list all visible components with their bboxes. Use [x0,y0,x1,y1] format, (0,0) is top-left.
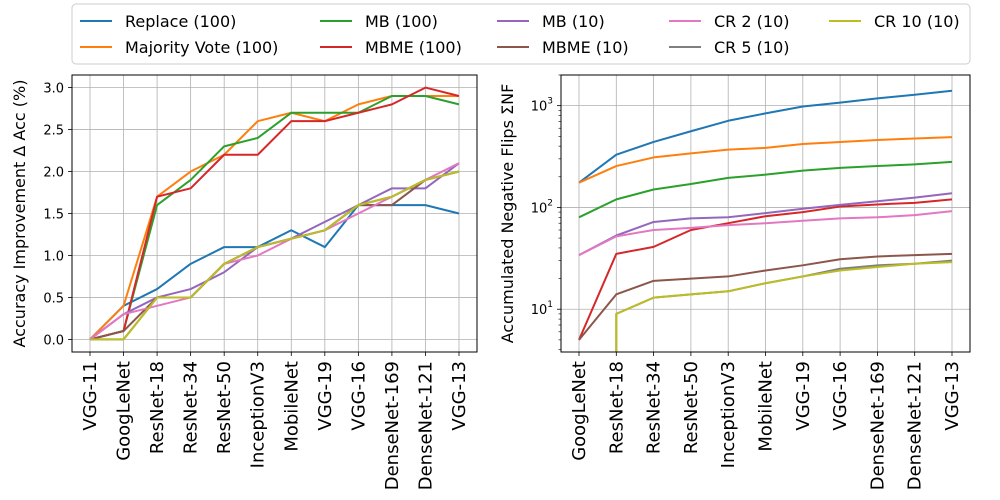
y-tick-exponent: 1 [547,300,553,310]
left-chart-accuracy: 0.0 0.5 1.0 1.5 2.0 2.5 3.0 VGG-11 GoogLeNet ResN… [10,74,478,490]
legend-label-cr-2-10: CR 2 (10) [714,12,789,31]
y-tick-base: 10 [531,100,548,115]
series-line-cr-10-10 [90,170,460,341]
series-line-mbme-10 [578,252,953,341]
y-tick-base: 10 [531,201,548,216]
series-line-mb-100 [89,94,460,341]
legend: Replace (100) Majority Vote (100) MB (100)… [71,3,971,65]
x-tick-label-vgg-19: VGG-19 [793,361,814,431]
y-tick-exponent: 3 [547,97,553,107]
legend-label-mbme-10: MBME (10) [542,38,629,57]
series-line-mb-100 [578,160,953,219]
legend-label-mb-10: MB (10) [542,12,605,31]
y-ticks-left: 0.0 0.5 1.0 1.5 2.0 2.5 3.0 [43,82,72,348]
series-line-cr-10-10 [615,261,953,352]
x-tick-label-mobilenet: MobileNet [756,361,777,452]
x-tick-label-inceptionv3: InceptionV3 [718,361,739,468]
x-tick-label-densenet-169: DenseNet-169 [867,361,888,490]
legend-frame [71,3,971,65]
x-tick-label-vgg-13: VGG-13 [449,361,470,431]
y-tick-label-4: 2.0 [43,166,64,181]
legend-label-cr-5-10: CR 5 (10) [714,38,789,57]
x-tick-label-vgg-19: VGG-19 [315,361,336,431]
x-tick-label-resnet-34: ResNet-34 [644,361,665,454]
series-line-cr-5-10 [615,259,953,352]
series-line-mbme-100 [89,86,460,341]
y-tick-label-5: 2.5 [43,124,64,139]
x-tick-label-densenet-169: DenseNet-169 [382,361,403,490]
y-tick-label-0: 0.0 [43,333,64,348]
y-axis-label-right: Accumulated Negative Flips ΣNF [498,84,517,344]
y-tick-exponent: 2 [547,198,553,208]
legend-label-mbme-100: MBME (100) [365,38,462,57]
legend-label-majority-vote-100: Majority Vote (100) [125,38,278,57]
x-tick-label-resnet-50: ResNet-50 [214,361,235,454]
y-tick-label-3: 1.5 [43,208,64,223]
legend-label-mb-100: MB (100) [365,12,438,31]
x-tick-label-vgg-16: VGG-16 [348,361,369,431]
plot-frame-left [71,74,478,353]
y-tick-label-1: 0.5 [43,291,64,306]
x-tick-label-mobilenet: MobileNet [281,361,302,452]
x-ticks-right: GoogLeNet ResNet-18 ResNet-34 ResNet-50 Ince… [569,352,963,490]
x-tick-label-vgg-13: VGG-13 [942,361,963,431]
x-tick-label-inceptionv3: InceptionV3 [248,361,269,468]
y-tick-label-6: 3.0 [43,82,64,97]
y-tick-base: 10 [531,303,548,318]
y-axis-label-left: Accuracy Improvement Δ Acc (%) [10,80,29,348]
y-tick-label-2: 103 [531,97,553,115]
x-tick-label-vgg-11: VGG-11 [80,361,101,431]
y-tick-label-2: 1.0 [43,249,64,264]
x-tick-label-resnet-18: ResNet-18 [606,361,627,454]
series-line-mbme-100 [578,198,953,341]
x-tick-label-resnet-50: ResNet-50 [681,361,702,454]
series-line-cr-2-10 [578,210,953,257]
x-tick-label-vgg-16: VGG-16 [830,361,851,431]
legend-label-replace-100: Replace (100) [125,12,236,31]
x-tick-label-googlenet: GoogLeNet [114,361,135,461]
x-tick-label-densenet-121: DenseNet-121 [905,361,926,490]
x-tick-label-resnet-34: ResNet-34 [181,361,202,454]
y-tick-label-0: 101 [531,300,553,318]
x-tick-label-densenet-121: DenseNet-121 [415,361,436,490]
series-right [578,89,953,352]
series-line-replace-100 [89,204,460,341]
series-line-mb-10 [578,192,953,257]
series-line-majority-vote-100 [578,136,953,184]
x-tick-label-googlenet: GoogLeNet [569,361,590,461]
series-line-replace-100 [578,89,953,184]
legend-label-cr-10-10: CR 10 (10) [874,12,960,31]
x-ticks-left: VGG-11 GoogLeNet ResNet-18 ResNet-34 ResNet-… [80,352,470,490]
y-tick-label-1: 102 [531,198,553,216]
grid-right [561,75,970,352]
x-tick-label-resnet-18: ResNet-18 [147,361,168,454]
series-left [89,86,460,341]
